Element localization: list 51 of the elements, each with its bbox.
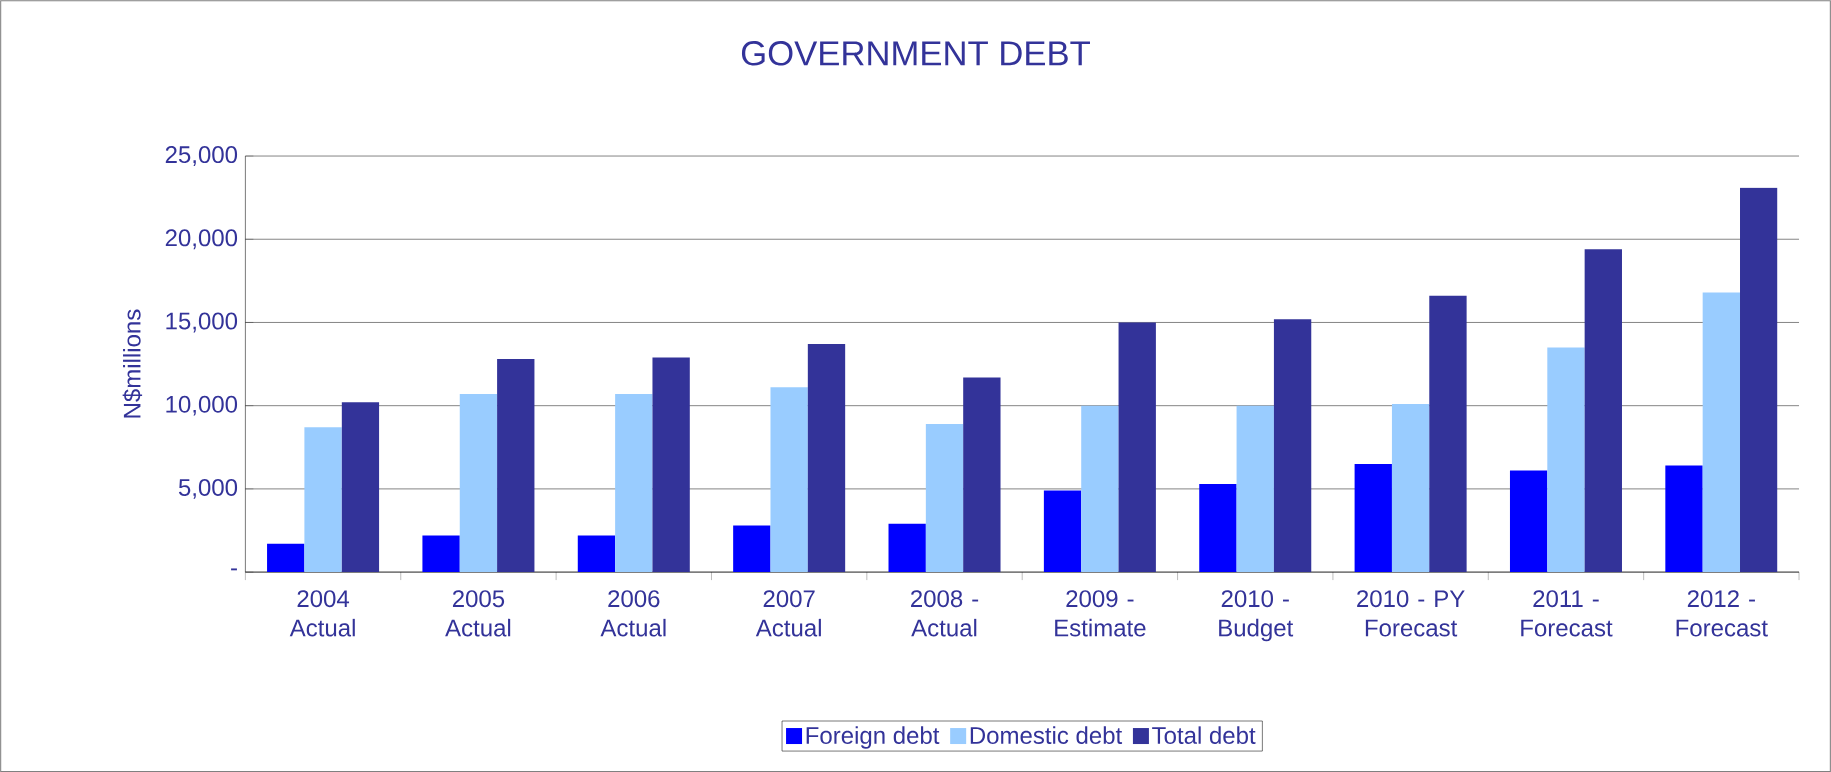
legend-label: Total debt [1152,726,1256,744]
y-tick-label: 15,000 [166,312,238,333]
legend-label: Foreign debt [806,726,940,749]
legend-label: Domestic debt [970,726,1123,744]
bar [1273,319,1312,573]
x-tick-label: 2010 - PY Forecast [1357,590,1465,637]
bar [497,359,535,573]
bar [267,543,305,573]
y-tick-label: 25,000 [165,146,238,166]
bar [807,344,846,573]
bar [1043,490,1082,573]
x-tick-label: 2009 - Estimate [1055,590,1146,637]
bar [459,393,498,573]
bar [1429,295,1467,573]
x-tick-label: 2007 Actual [755,590,821,637]
bar [304,427,342,573]
y-tick-label: - [231,568,237,571]
bar [652,357,690,573]
bar [888,523,926,573]
bar [577,535,616,573]
bar [1702,292,1741,573]
chart-title: GOVERNMENT DEBT [741,40,1090,66]
x-tick-label: 2010 - Budget [1219,590,1294,642]
y-tick-label: 5,000 [178,478,238,499]
bar [1354,463,1392,573]
x-tick-label: 2012 - Forecast [1676,590,1768,637]
bar [1236,405,1274,573]
bar [422,535,460,573]
y-axis-title: N$millions [122,309,143,418]
x-tick-label: 2008 - Actual [911,590,979,637]
bar [733,525,771,573]
x-tick-label: 2005 Actual [445,590,511,637]
bar [615,393,653,573]
bar [1584,249,1622,573]
bar [1547,347,1585,573]
bar [1740,187,1778,573]
x-tick-label: 2004 Actual [289,590,355,637]
bar [1118,322,1156,573]
y-tick-label: 10,000 [166,395,238,416]
bar [1199,483,1237,573]
bar [1665,465,1703,573]
bar [963,377,1001,573]
x-tick-label: 2006 Actual [600,590,666,637]
bar [925,423,964,573]
x-tick-label: 2011 - Forecast [1521,590,1613,637]
bar [1081,405,1119,573]
bar [770,387,808,573]
bar [1509,470,1548,573]
bar [1391,403,1430,573]
bar [341,402,380,573]
y-tick-label: 20,000 [165,229,238,250]
